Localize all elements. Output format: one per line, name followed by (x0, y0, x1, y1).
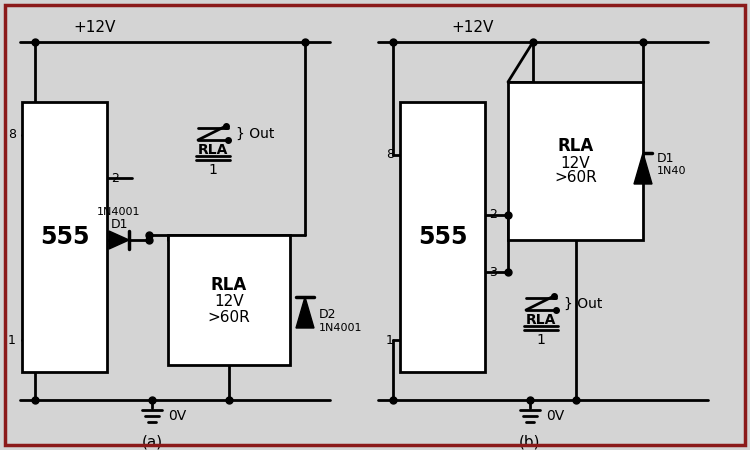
Text: 8: 8 (386, 148, 394, 162)
Text: 3: 3 (489, 266, 496, 279)
Text: >60R: >60R (554, 171, 597, 185)
Polygon shape (296, 297, 314, 328)
Text: >60R: >60R (208, 310, 251, 324)
Text: 2: 2 (111, 171, 118, 184)
Text: +12V: +12V (74, 21, 116, 36)
Text: +12V: +12V (452, 21, 494, 36)
Text: 8: 8 (8, 129, 16, 141)
Bar (22, 102, 107, 372)
Text: 12V: 12V (214, 294, 244, 310)
Text: 12V: 12V (561, 156, 590, 171)
Bar (508, 82, 643, 240)
Text: 0V: 0V (168, 409, 186, 423)
Text: 1: 1 (209, 163, 218, 177)
Text: 1N40: 1N40 (657, 166, 686, 176)
Text: 1: 1 (536, 333, 545, 347)
Text: 3: 3 (111, 234, 118, 247)
Bar (168, 235, 290, 365)
Text: D2: D2 (319, 309, 337, 321)
Text: 1: 1 (386, 333, 394, 346)
Text: D1: D1 (657, 152, 674, 165)
Text: RLA: RLA (557, 137, 594, 155)
Text: (b): (b) (519, 435, 541, 450)
Text: RLA: RLA (198, 143, 228, 157)
Polygon shape (634, 153, 652, 184)
Polygon shape (109, 231, 129, 249)
Text: } Out: } Out (236, 127, 274, 141)
Text: 555: 555 (40, 225, 89, 249)
Text: D1: D1 (110, 219, 128, 231)
Text: 555: 555 (418, 225, 467, 249)
Text: 1: 1 (8, 333, 16, 346)
Text: 0V: 0V (546, 409, 564, 423)
Bar (400, 102, 485, 372)
Text: } Out: } Out (564, 297, 602, 311)
Text: RLA: RLA (211, 276, 248, 294)
Text: RLA: RLA (526, 313, 556, 327)
Text: 2: 2 (489, 208, 496, 221)
Text: 1N4001: 1N4001 (98, 207, 141, 217)
Text: 1N4001: 1N4001 (319, 323, 362, 333)
Text: (a): (a) (142, 435, 163, 450)
